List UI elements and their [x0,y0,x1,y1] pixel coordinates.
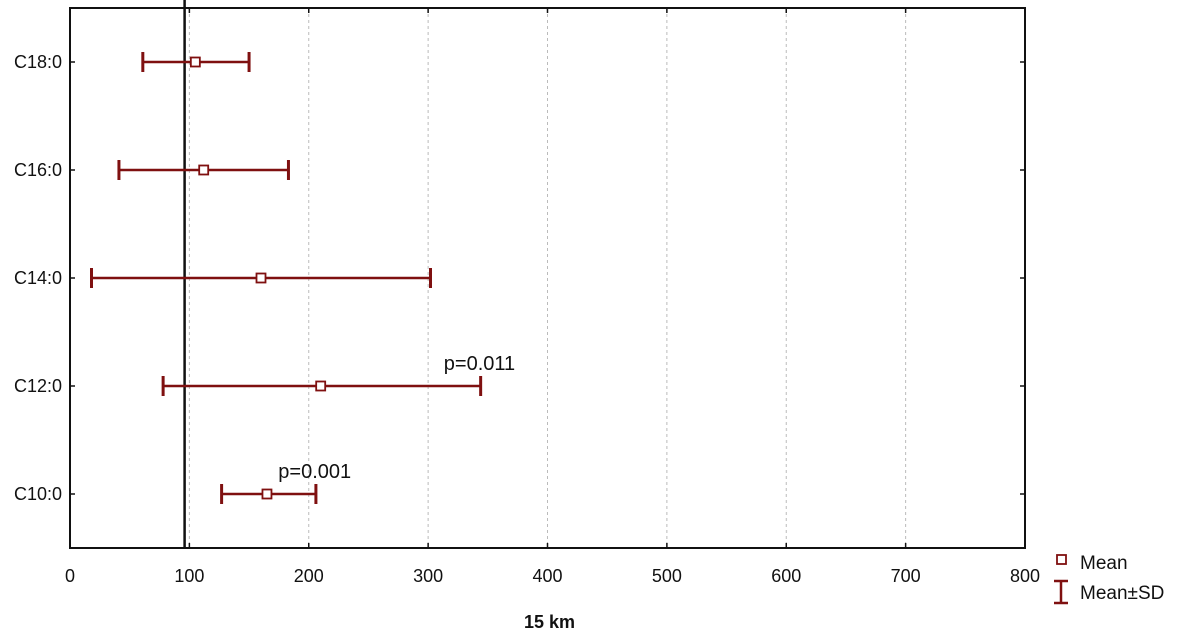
x-tick-label: 600 [771,566,801,586]
y-tick-label: C12:0 [14,376,62,396]
mean-marker [261,488,273,500]
y-tick-label: C18:0 [14,52,62,72]
annotations: p=0.011 p=0.001 [278,353,515,483]
p-value-annotation: p=0.011 [444,353,515,375]
mean-marker [198,164,210,176]
y-axis: C18:0 C16:0 C14:0 C12:0 C10:0 [14,52,1025,504]
legend-sd-label: Mean±SD [1080,583,1164,604]
x-tick-label: 500 [652,566,682,586]
x-tick-label: 200 [294,566,324,586]
x-tick-label: 400 [532,566,562,586]
data-marks [89,52,483,504]
x-axis: 0 100 200 300 400 500 600 700 800 [65,8,1040,586]
x-tick-label: 0 [65,566,75,586]
y-tick-label: C10:0 [14,484,62,504]
x-axis-title: 15 km [524,612,575,631]
x-tick-label: 300 [413,566,443,586]
y-tick-label: C16:0 [14,160,62,180]
legend: Mean Mean±SD [1054,553,1164,605]
x-tick-label: 700 [891,566,921,586]
legend-mean-label: Mean [1080,553,1128,574]
p-value-annotation: p=0.001 [278,461,351,483]
legend-mean-marker [1056,554,1067,565]
mean-marker [315,380,327,392]
mean-marker [189,56,201,68]
x-tick-label: 800 [1010,566,1040,586]
y-tick-label: C14:0 [14,268,62,288]
x-tick-label: 100 [174,566,204,586]
mean-marker [255,272,267,284]
